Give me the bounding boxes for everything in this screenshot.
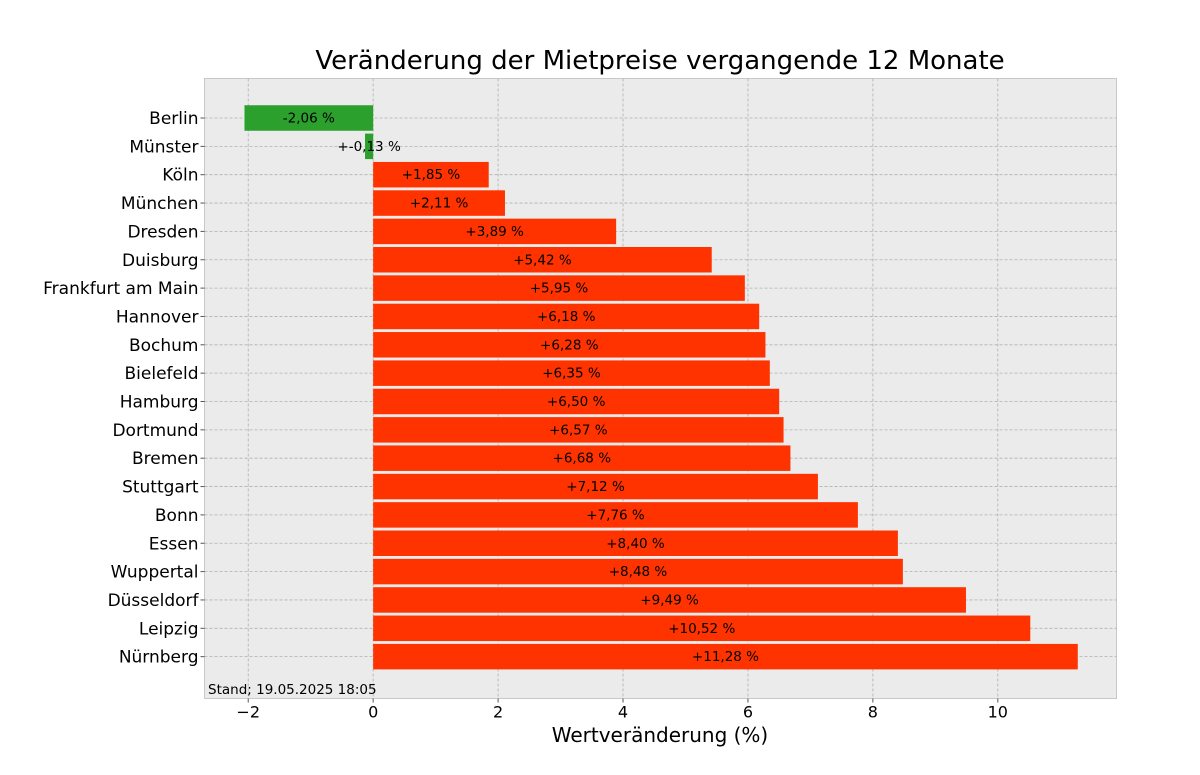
timestamp-note: Stand; 19.05.2025 18:05 — [208, 682, 377, 698]
x-axis-label: Wertveränderung (%) — [552, 723, 769, 747]
bar — [373, 275, 745, 301]
bar — [373, 218, 617, 245]
category-label: Leipzig — [139, 619, 199, 639]
x-tick-label: 6 — [743, 703, 753, 722]
category-label: Köln — [162, 166, 198, 186]
bars-group — [244, 105, 1078, 670]
data-label: +2,11 % — [410, 196, 469, 212]
bar — [365, 133, 374, 160]
data-label: -2,06 % — [283, 111, 335, 127]
data-label: +3,89 % — [465, 224, 524, 240]
category-label: Düsseldorf — [108, 591, 200, 611]
bar — [244, 105, 374, 131]
data-label: +6,68 % — [553, 451, 612, 467]
category-labels-group: Berlin Münster Köln München Dresden Duisburg F… — [43, 109, 205, 668]
data-labels-group: -2,06 %+-0,13 %+1,85 % +2,11 % +3,89 % +5,4… — [283, 111, 759, 666]
chart-title: Veränderung der Mietpreise vergangende 1… — [315, 46, 1004, 76]
bar — [373, 643, 1078, 670]
bar — [373, 247, 712, 273]
bar — [373, 502, 858, 528]
data-label: +6,18 % — [537, 309, 596, 325]
category-label: Nürnberg — [119, 648, 199, 668]
data-label: +7,76 % — [586, 507, 645, 523]
x-tick-label: 10 — [988, 703, 1008, 722]
x-ticks-group: −2 0 2 4 6 8 10 — [236, 698, 1008, 722]
category-label: Bielefeld — [125, 364, 199, 384]
bar — [373, 332, 766, 358]
data-label: +5,95 % — [530, 281, 589, 297]
x-tick-label: 8 — [868, 703, 878, 722]
data-label: +9,49 % — [640, 592, 699, 608]
bar — [373, 587, 966, 613]
category-label: Duisburg — [122, 251, 199, 271]
category-label: Hamburg — [120, 393, 199, 413]
bar — [373, 473, 818, 500]
bar — [373, 161, 489, 188]
data-label: +1,85 % — [402, 167, 461, 183]
category-label: Dresden — [127, 222, 198, 242]
bar — [373, 303, 760, 330]
category-label: Dortmund — [112, 421, 198, 441]
data-label: +11,28 % — [692, 649, 759, 665]
x-tick-label: 2 — [493, 703, 503, 722]
data-label: +6,50 % — [547, 394, 606, 410]
category-label: Bochum — [129, 336, 199, 356]
data-label: +6,28 % — [540, 337, 599, 353]
data-label: +6,57 % — [549, 422, 608, 438]
data-label: +8,48 % — [609, 564, 668, 580]
category-label: Bonn — [155, 506, 199, 526]
data-label: +8,40 % — [606, 536, 665, 552]
bar — [373, 558, 903, 585]
data-label: +10,52 % — [668, 621, 735, 637]
category-label: Bremen — [132, 449, 199, 469]
category-label: Münster — [129, 137, 198, 157]
data-label: +7,12 % — [566, 479, 625, 495]
bar — [373, 417, 784, 443]
category-label: Hannover — [116, 307, 199, 327]
category-label: Wuppertal — [111, 563, 199, 583]
bar — [373, 190, 505, 216]
bar — [373, 445, 791, 471]
bar — [373, 615, 1031, 642]
category-label: München — [121, 194, 199, 214]
bar — [373, 530, 898, 556]
x-tick-label: −2 — [236, 703, 260, 722]
data-label: +5,42 % — [513, 252, 572, 268]
data-label: +-0,13 % — [337, 139, 401, 155]
bar — [373, 388, 780, 415]
category-label: Berlin — [149, 109, 198, 129]
data-label: +6,35 % — [542, 366, 601, 382]
category-label: Frankfurt am Main — [43, 279, 198, 299]
category-label: Stuttgart — [122, 478, 199, 498]
x-tick-label: 4 — [618, 703, 628, 722]
category-label: Essen — [149, 534, 199, 554]
bar — [373, 360, 770, 386]
x-tick-label: 0 — [368, 703, 378, 722]
